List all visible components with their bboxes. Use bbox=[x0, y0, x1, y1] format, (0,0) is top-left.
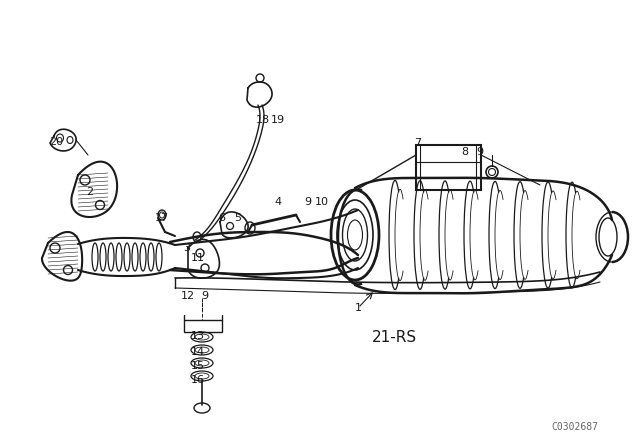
Text: 1: 1 bbox=[355, 303, 362, 313]
Text: 17: 17 bbox=[155, 213, 169, 223]
Text: 18: 18 bbox=[256, 115, 270, 125]
Text: 10: 10 bbox=[315, 197, 329, 207]
Bar bbox=[416, 145, 481, 190]
Text: 7: 7 bbox=[415, 138, 422, 148]
Text: 20: 20 bbox=[49, 137, 63, 147]
Text: 2: 2 bbox=[86, 187, 93, 197]
Text: 19: 19 bbox=[271, 115, 285, 125]
Text: 5: 5 bbox=[234, 213, 241, 223]
Text: 9: 9 bbox=[305, 197, 312, 207]
Text: 6: 6 bbox=[218, 213, 225, 223]
Text: 15: 15 bbox=[191, 361, 205, 371]
Text: 21-RS: 21-RS bbox=[372, 331, 417, 345]
Text: 16: 16 bbox=[191, 375, 205, 385]
Text: 14: 14 bbox=[191, 347, 205, 357]
Text: 11: 11 bbox=[191, 253, 205, 263]
Bar bbox=[184, 320, 222, 332]
Text: 13: 13 bbox=[191, 331, 205, 341]
Text: 3: 3 bbox=[184, 243, 191, 253]
Text: C0302687: C0302687 bbox=[551, 422, 598, 432]
Text: 9: 9 bbox=[476, 147, 484, 157]
Text: 9: 9 bbox=[202, 291, 209, 301]
Text: 12: 12 bbox=[181, 291, 195, 301]
Text: 8: 8 bbox=[461, 147, 468, 157]
Text: 4: 4 bbox=[275, 197, 282, 207]
